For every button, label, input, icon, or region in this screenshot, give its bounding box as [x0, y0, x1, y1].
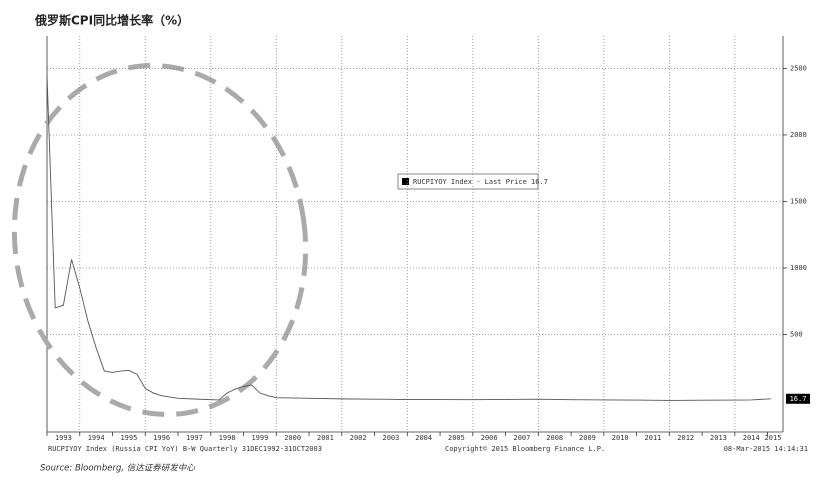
x-tick-label: 1993 — [55, 434, 72, 442]
x-tick-label: 2009 — [579, 434, 596, 442]
last-price-tag — [786, 393, 810, 404]
x-tick-label: 2007 — [514, 434, 531, 442]
chart-title: 俄罗斯CPI同比增长率（%） — [34, 13, 189, 28]
x-tick-label: 2006 — [481, 434, 498, 442]
y-tick-label: 1500 — [790, 197, 807, 205]
x-tick-label: 2011 — [645, 434, 662, 442]
x-tick-label: 2004 — [415, 434, 432, 442]
last-price-label: 16.7 — [790, 395, 807, 403]
x-tick-label: 2001 — [317, 434, 334, 442]
x-tick-label: 1998 — [219, 434, 236, 442]
x-tick-label: 2015 — [765, 434, 782, 442]
legend-text: RUCPIYOY Index - Last Price 16.7 — [413, 178, 548, 186]
x-tick-label: 2010 — [612, 434, 629, 442]
highlight-ellipse — [11, 63, 309, 417]
legend-swatch — [402, 178, 409, 185]
x-tick-label: 2000 — [284, 434, 301, 442]
y-tick-label: 2000 — [790, 131, 807, 139]
y-tick-label: 500 — [790, 330, 803, 338]
x-tick-label: 2002 — [350, 434, 367, 442]
x-tick-label: 1995 — [120, 434, 137, 442]
x-tick-label: 2005 — [448, 434, 465, 442]
footer-left: RUCPIYOY Index (Russia CPI YoY) B-W Quar… — [48, 445, 322, 453]
footer-center: Copyright© 2015 Bloomberg Finance L.P. — [445, 445, 605, 453]
source: Source: Bloomberg, 信达证券研发中心 — [40, 463, 195, 474]
legend: RUCPIYOY Index - Last Price 16.7 — [397, 173, 548, 190]
x-tick-label: 2014 — [743, 434, 760, 442]
x-tick-label: 1994 — [88, 434, 105, 442]
x-tick-label: 1996 — [153, 434, 170, 442]
x-tick-label: 2008 — [546, 434, 563, 442]
x-tick-label: 2013 — [710, 434, 727, 442]
series-line — [46, 75, 771, 401]
x-tick-label: 1999 — [251, 434, 268, 442]
y-tick-label: 1000 — [790, 264, 807, 272]
x-tick-label: 2012 — [677, 434, 694, 442]
y-tick-label: 2500 — [790, 64, 807, 72]
x-tick-label: 2003 — [382, 434, 399, 442]
legend-box — [397, 173, 539, 190]
footer-right: 08-Mar-2015 14:14:31 — [724, 445, 808, 453]
x-tick-label: 1997 — [186, 434, 203, 442]
